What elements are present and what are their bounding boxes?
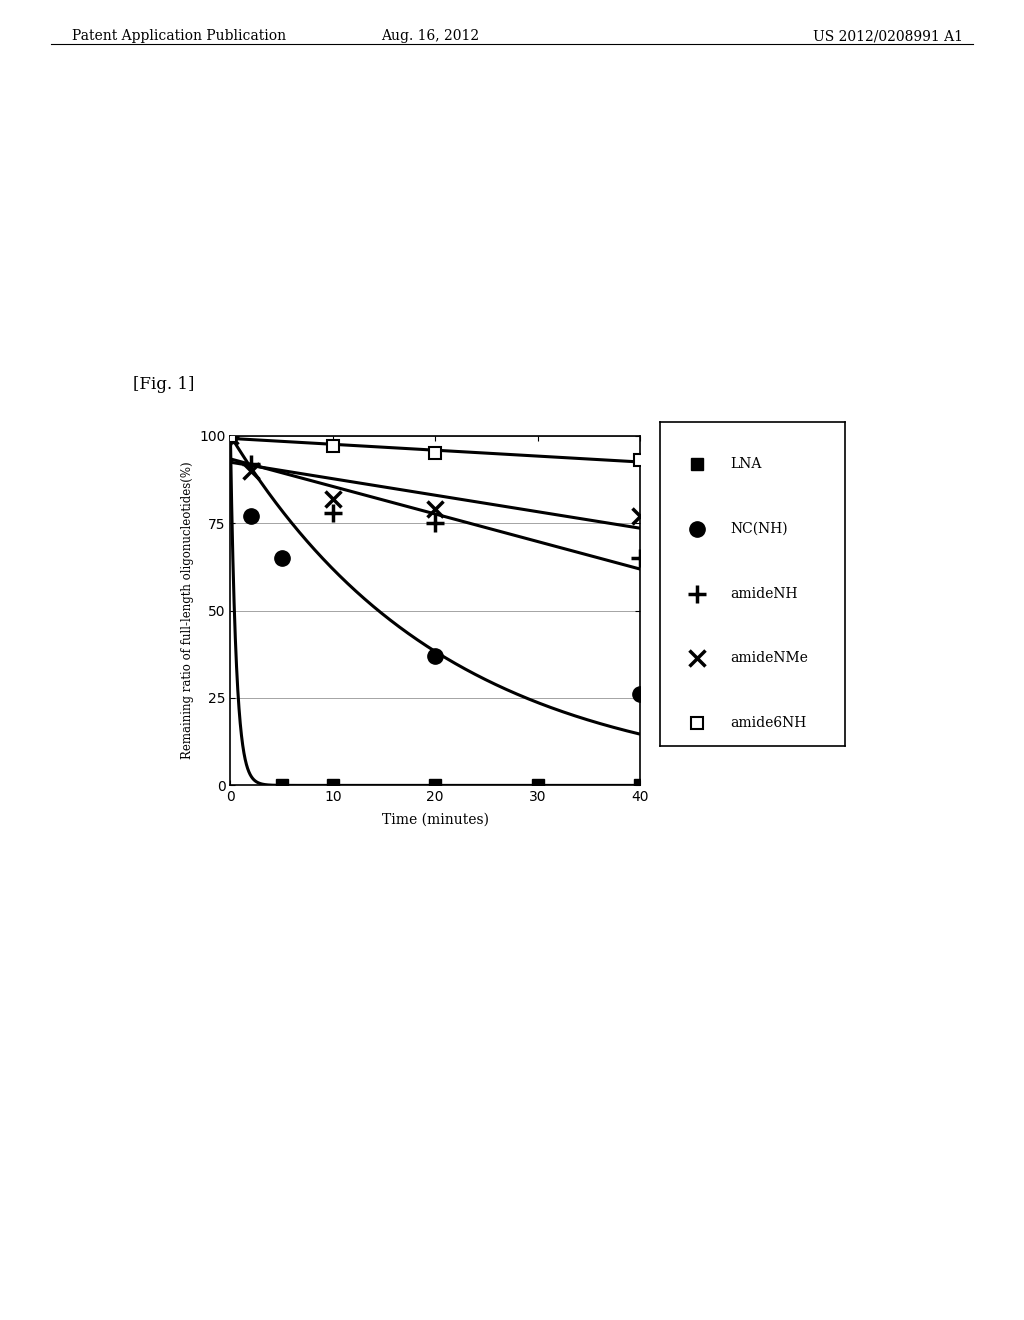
X-axis label: Time (minutes): Time (minutes) [382,813,488,826]
Text: amideNH: amideNH [730,587,798,601]
Text: [Fig. 1]: [Fig. 1] [133,376,195,393]
Y-axis label: Remaining ratio of full-length oligonucleotides(%): Remaining ratio of full-length oligonucl… [180,462,194,759]
Text: amideNMe: amideNMe [730,652,808,665]
Text: US 2012/0208991 A1: US 2012/0208991 A1 [813,29,963,44]
Text: Aug. 16, 2012: Aug. 16, 2012 [381,29,479,44]
Text: NC(NH): NC(NH) [730,523,788,536]
Text: LNA: LNA [730,458,762,471]
Text: amide6NH: amide6NH [730,717,807,730]
Text: Patent Application Publication: Patent Application Publication [72,29,286,44]
